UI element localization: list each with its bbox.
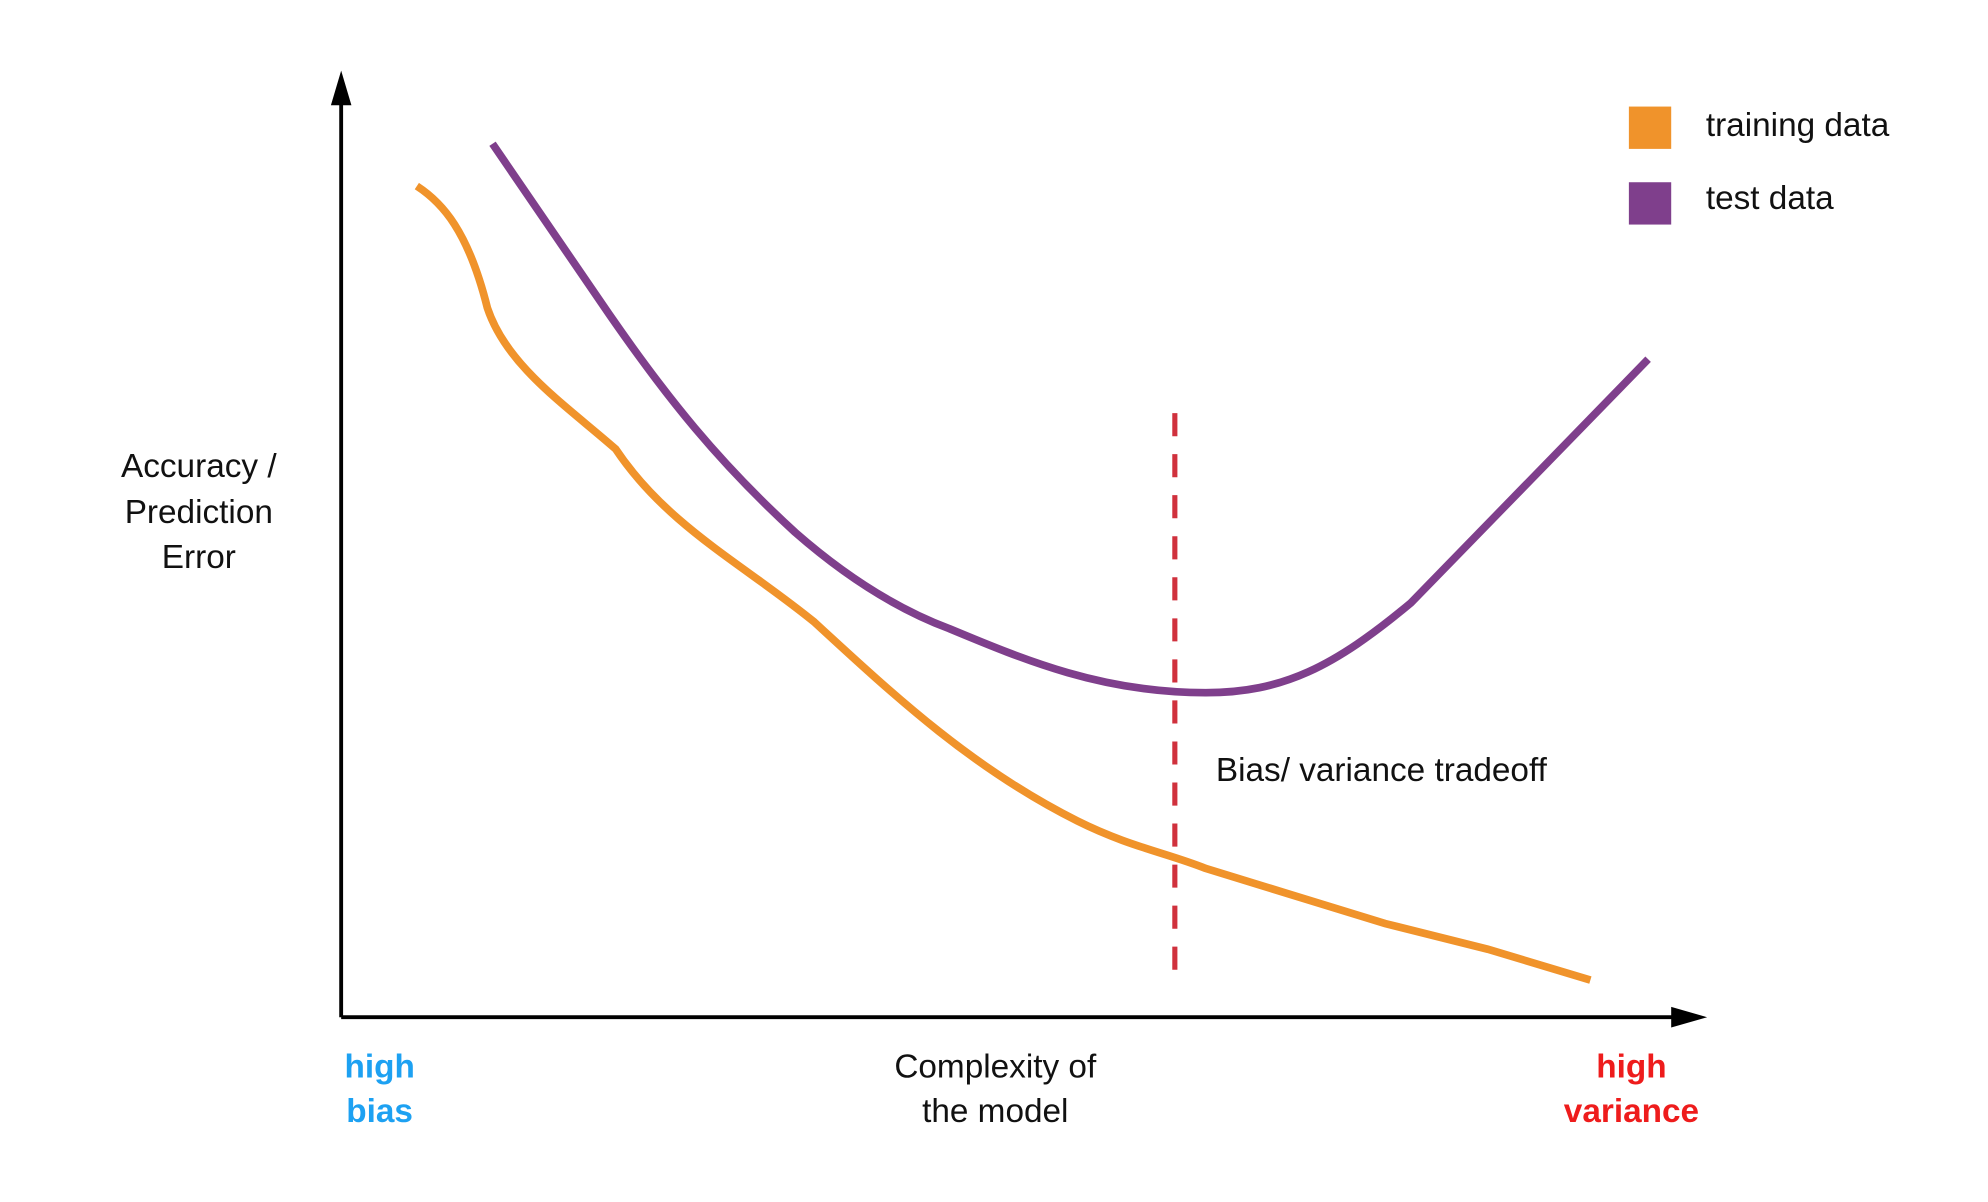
x-axis-label: Complexity of (894, 1048, 1097, 1085)
right-end-label: high (1596, 1048, 1666, 1085)
test-curve (489, 141, 1651, 697)
legend-label: training data (1706, 107, 1890, 144)
y-axis-label: Accuracy / (121, 448, 277, 485)
y-axis-label: Prediction (125, 494, 273, 531)
training-curve (414, 182, 1592, 984)
right-end-label: variance (1564, 1093, 1699, 1130)
left-end-label: high (344, 1048, 414, 1085)
x-axis-arrow (1671, 1006, 1708, 1028)
y-axis-arrow (330, 70, 352, 106)
left-end-label: bias (346, 1093, 413, 1130)
legend-label: test data (1706, 180, 1834, 217)
legend-swatch (1628, 106, 1672, 149)
annotation: Bias/ variance tradeoff (1216, 752, 1548, 789)
x-axis-label: the model (922, 1093, 1068, 1130)
y-axis-label: Error (162, 539, 236, 576)
legend-swatch (1628, 182, 1672, 225)
